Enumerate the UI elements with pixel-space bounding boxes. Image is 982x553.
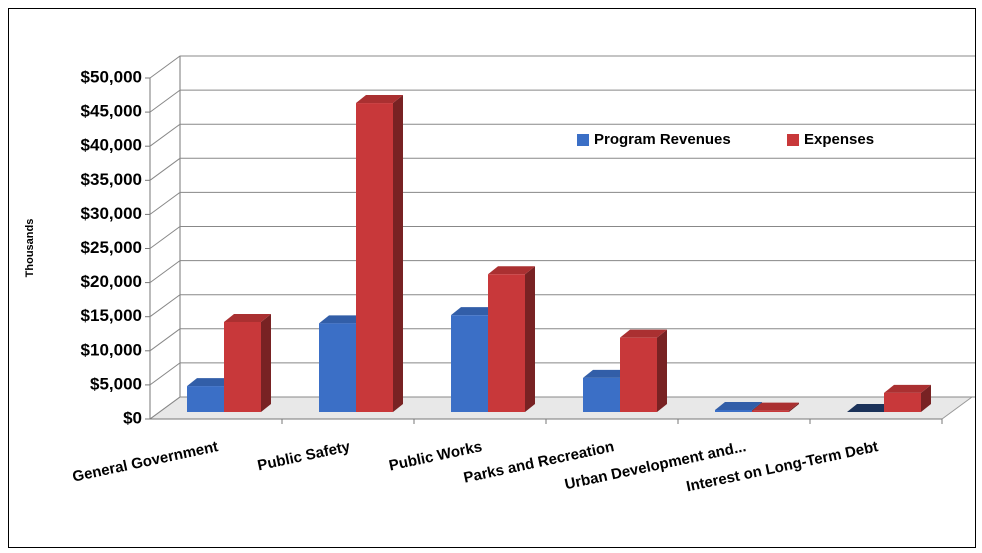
bar-top xyxy=(319,315,366,324)
y-tick-label: $10,000 xyxy=(81,340,142,359)
bar xyxy=(715,409,752,412)
bar-side xyxy=(393,95,403,412)
grid-line xyxy=(149,362,975,386)
y-axis-label: Thousands xyxy=(24,219,36,278)
bar xyxy=(884,392,921,412)
bar-top xyxy=(224,313,271,322)
bar-top xyxy=(884,384,931,393)
grid-line xyxy=(149,328,975,352)
bar-top xyxy=(356,95,403,104)
bar-top xyxy=(715,401,762,410)
y-tick-label: $40,000 xyxy=(81,136,142,155)
y-tick-label: $0 xyxy=(123,408,142,427)
bar-top xyxy=(187,378,234,387)
grid-line xyxy=(149,89,975,113)
bar xyxy=(187,386,224,412)
bar xyxy=(224,321,261,412)
y-tick-label: $50,000 xyxy=(81,67,142,86)
bar-top xyxy=(847,404,894,412)
bar xyxy=(319,323,356,412)
grid-line xyxy=(149,123,975,147)
grid-line xyxy=(149,191,975,215)
bar-side xyxy=(789,402,799,412)
y-tick-label: $5,000 xyxy=(90,374,142,393)
legend-label: Program Revenues xyxy=(594,131,731,148)
grid-line xyxy=(149,55,975,79)
grid-line xyxy=(149,157,975,181)
bar xyxy=(752,410,789,412)
y-tick-label: $35,000 xyxy=(81,170,142,189)
bar xyxy=(583,377,620,412)
bar-top xyxy=(488,266,535,275)
legend-swatch xyxy=(787,134,799,146)
bar-top xyxy=(752,402,799,411)
bar-top xyxy=(583,369,630,378)
y-tick-label: $30,000 xyxy=(81,204,142,223)
bar-side xyxy=(525,266,535,412)
grid-line xyxy=(149,294,975,318)
y-tick-label: $15,000 xyxy=(81,306,142,325)
bar xyxy=(620,337,657,412)
bar-side xyxy=(657,329,667,412)
floor xyxy=(148,396,974,420)
bar-side xyxy=(921,384,931,412)
grid-line xyxy=(149,260,975,284)
bar xyxy=(356,103,393,412)
bar-top xyxy=(451,307,498,316)
bar xyxy=(488,274,525,412)
y-tick-label: $45,000 xyxy=(81,102,142,121)
y-tick-label: $25,000 xyxy=(81,238,142,257)
bar-top xyxy=(620,329,667,338)
bar xyxy=(451,315,488,412)
grid-line xyxy=(149,396,975,420)
legend-swatch xyxy=(577,134,589,146)
bar-side xyxy=(261,313,271,412)
legend-label: Expenses xyxy=(804,131,874,148)
y-tick-label: $20,000 xyxy=(81,272,142,291)
grid-line xyxy=(149,226,975,249)
